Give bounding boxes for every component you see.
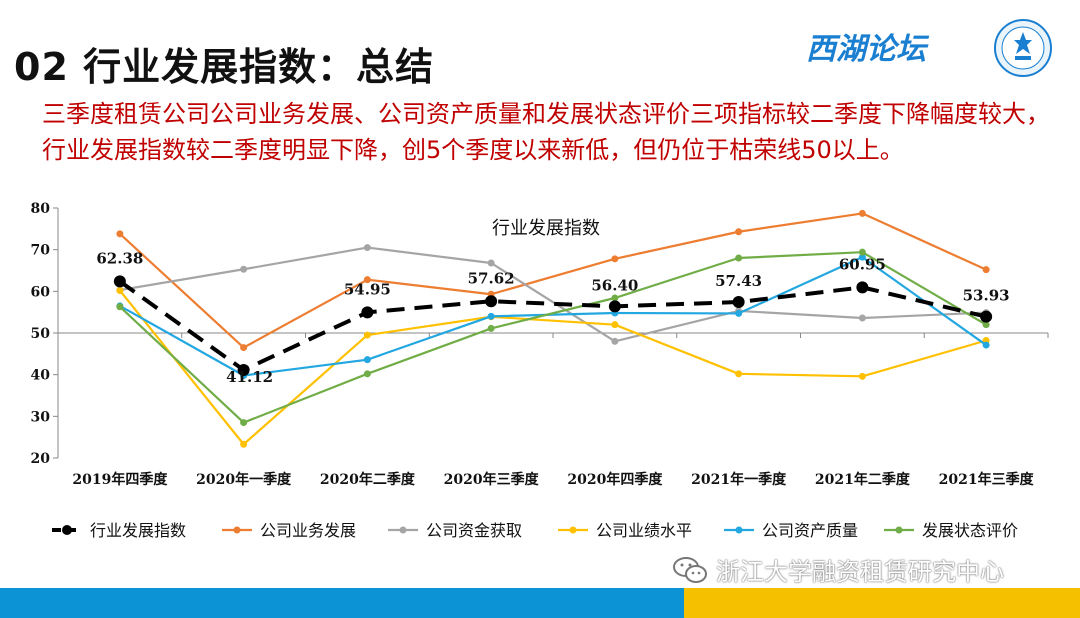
y-tick-label: 80 xyxy=(31,201,51,217)
data-point-0 xyxy=(732,296,745,309)
chart-title: 行业发展指数 xyxy=(492,218,600,239)
data-point-4 xyxy=(982,341,990,349)
legend-label-3: 公司业绩水平 xyxy=(596,521,692,540)
series-line-1 xyxy=(119,212,987,349)
data-point-0 xyxy=(237,364,250,376)
data-point-1 xyxy=(982,266,990,274)
legend-marker-2 xyxy=(399,526,407,534)
series-line-4 xyxy=(119,256,987,377)
data-point-3 xyxy=(116,287,124,294)
legend-marker-0 xyxy=(62,525,72,535)
data-point-3 xyxy=(240,440,248,448)
watermark: 浙江大学融资租赁研究中心 xyxy=(672,552,1004,587)
data-point-1 xyxy=(363,276,371,284)
series-line-0 xyxy=(118,279,987,372)
forum-seal-icon xyxy=(994,19,1052,77)
x-tick-label: 2019年四季度 xyxy=(72,471,168,488)
data-point-4 xyxy=(735,309,743,317)
wechat-icon xyxy=(673,556,707,583)
y-tick-label: 70 xyxy=(31,243,51,259)
data-point-0 xyxy=(361,306,374,319)
chart-container: 20 30 40 50 60 70 80 2019年四季度 2020年一季度 2020年二季度 20… xyxy=(0,196,1080,556)
series-line-5 xyxy=(119,251,987,424)
x-tick-label: 2020年二季度 xyxy=(320,471,416,488)
data-point-4 xyxy=(363,356,371,364)
data-label: 53.93 xyxy=(963,287,1010,305)
data-point-2 xyxy=(858,314,866,322)
data-point-0 xyxy=(113,275,126,288)
legend-label-0: 行业发展指数 xyxy=(90,521,186,540)
line-chart: 20 30 40 50 60 70 80 2019年四季度 2020年一季度 2020年二季度 20… xyxy=(31,201,1049,540)
series-line-2 xyxy=(119,246,987,343)
data-label: 57.43 xyxy=(715,272,762,290)
watermark-text: 浙江大学融资租赁研究中心 xyxy=(716,558,1004,586)
data-point-0 xyxy=(608,300,621,313)
data-label: 60.95 xyxy=(839,255,886,273)
data-point-0 xyxy=(980,310,993,323)
data-point-3 xyxy=(735,370,743,378)
data-point-5 xyxy=(116,303,124,311)
legend-marker-1 xyxy=(233,526,241,534)
data-point-1 xyxy=(858,209,866,217)
data-label: 62.38 xyxy=(96,249,143,267)
series-line-3 xyxy=(119,289,987,446)
data-point-1 xyxy=(240,344,248,352)
data-point-2 xyxy=(487,259,495,267)
data-point-3 xyxy=(611,321,619,329)
data-point-3 xyxy=(363,331,371,339)
data-point-3 xyxy=(858,372,866,380)
data-point-2 xyxy=(363,244,371,252)
legend-marker-3 xyxy=(569,526,577,534)
y-tick-label: 30 xyxy=(31,409,51,425)
data-label: 57.62 xyxy=(468,269,515,287)
data-point-5 xyxy=(982,321,990,329)
data-point-5 xyxy=(611,294,619,302)
data-point-4 xyxy=(858,253,866,261)
x-tick-label: 2021年二季度 xyxy=(815,471,911,488)
legend-label-1: 公司业务发展 xyxy=(260,521,356,540)
x-tick-label: 2021年三季度 xyxy=(939,471,1035,488)
data-point-5 xyxy=(487,324,495,332)
y-tick-label: 60 xyxy=(31,284,51,300)
x-tick-label: 2020年四季度 xyxy=(567,471,663,488)
footer-bar-yellow xyxy=(684,588,1080,618)
data-point-0 xyxy=(485,295,498,308)
data-point-2 xyxy=(240,265,248,273)
data-label: 41.12 xyxy=(226,368,273,386)
legend-label-2: 公司资金获取 xyxy=(426,521,522,540)
legend-label-4: 公司资产质量 xyxy=(762,521,858,540)
data-point-5 xyxy=(363,370,371,378)
x-tick-label: 2021年一季度 xyxy=(691,471,787,488)
x-tick-label: 2020年一季度 xyxy=(196,471,292,488)
data-point-2 xyxy=(611,337,619,345)
data-point-0 xyxy=(856,281,869,294)
legend-label-5: 发展状态评价 xyxy=(922,521,1018,540)
data-point-5 xyxy=(735,254,743,262)
data-label: 54.95 xyxy=(344,280,391,298)
brand-logo-text: 西湖论坛 xyxy=(806,32,926,67)
legend-marker-5 xyxy=(895,526,903,534)
data-point-1 xyxy=(735,228,743,236)
data-point-5 xyxy=(240,419,248,427)
x-tick-label: 2020年三季度 xyxy=(444,471,540,488)
page-title: 02 行业发展指数：总结 xyxy=(14,45,435,89)
data-point-4 xyxy=(487,312,495,320)
summary-text: 三季度租赁公司公司业务发展、公司资产质量和发展状态评价三项指标较二季度下降幅度较… xyxy=(42,100,1050,164)
footer-bar-blue xyxy=(0,588,684,618)
legend-marker-4 xyxy=(735,526,743,534)
data-point-5 xyxy=(858,248,866,256)
y-tick-label: 50 xyxy=(31,326,51,342)
data-point-1 xyxy=(611,255,619,263)
y-tick-label: 40 xyxy=(31,368,51,384)
data-point-1 xyxy=(116,230,124,238)
data-label: 56.40 xyxy=(591,276,638,294)
y-tick-label: 20 xyxy=(31,451,51,467)
